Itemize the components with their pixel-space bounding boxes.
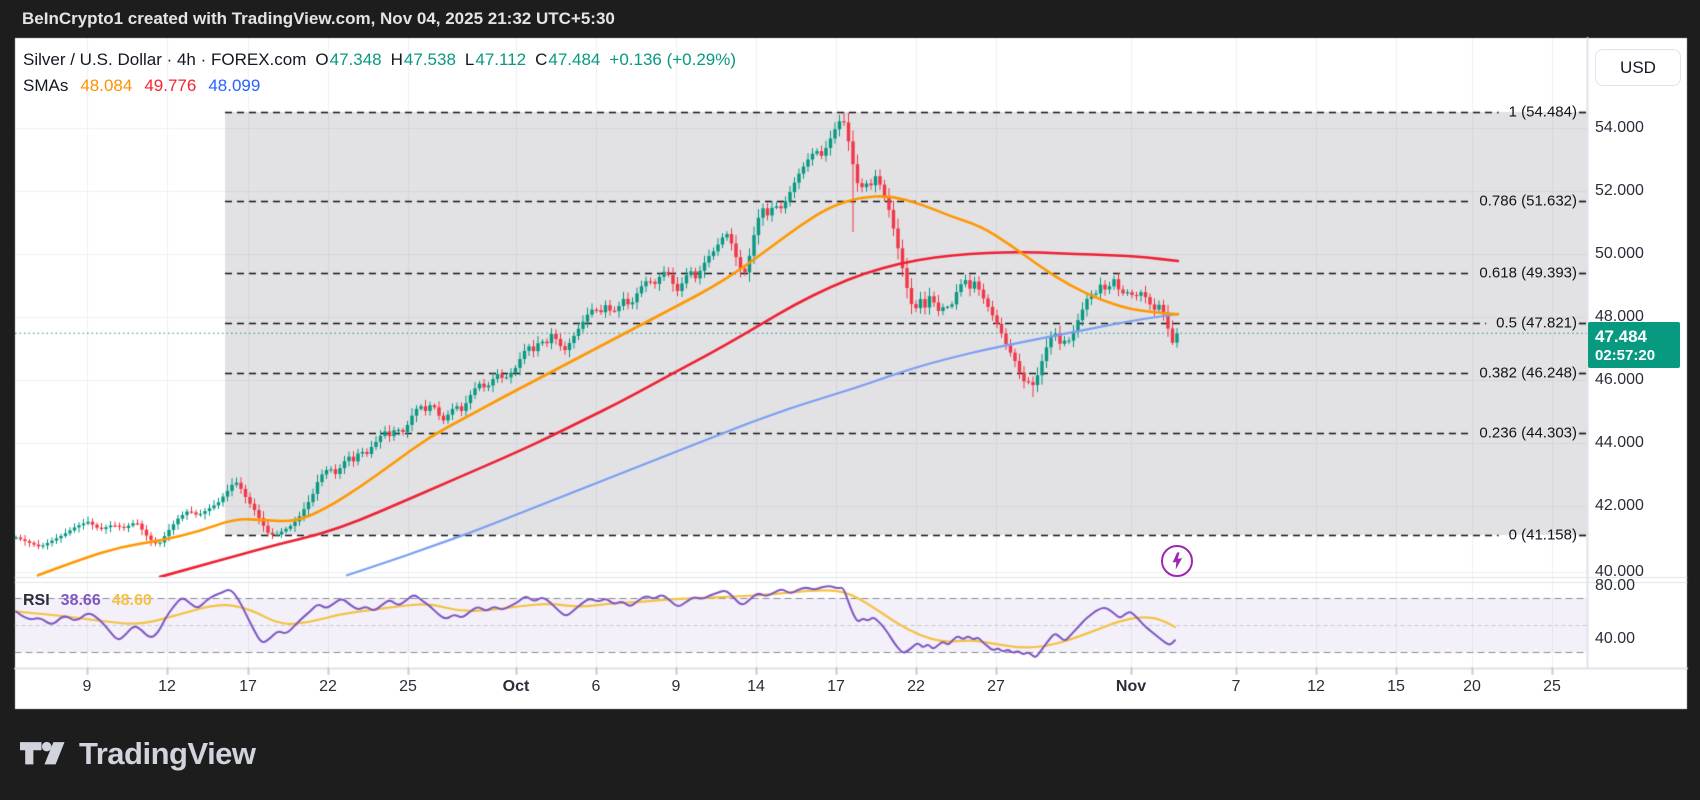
- fib-level-label: 0.786 (51.632): [1479, 192, 1577, 210]
- open-value: O 47.348: [315, 50, 382, 69]
- fib-level-label: 0.618 (49.393): [1479, 264, 1577, 282]
- low-value: L 47.112: [464, 50, 527, 69]
- symbol-title: Silver / U.S. Dollar · 4h · FOREX.com: [23, 50, 307, 69]
- fib-level-label: 1 (54.484): [1508, 103, 1577, 121]
- sma-slow-value: 48.099: [208, 76, 261, 95]
- price-axis-label: 50.000: [1595, 245, 1644, 262]
- time-axis-label: 17: [239, 678, 257, 695]
- price-axis-label: 48.000: [1595, 308, 1644, 325]
- time-axis-label: 27: [987, 678, 1005, 695]
- time-axis-label: 25: [1543, 678, 1561, 695]
- price-axis-label: 46.000: [1595, 371, 1644, 388]
- price-axis-label: 42.000: [1595, 497, 1644, 514]
- sma-mid-value: 49.776: [144, 76, 197, 95]
- time-axis-label: 12: [158, 678, 176, 695]
- time-axis-label: 7: [1231, 678, 1241, 695]
- sma-legend[interactable]: SMAs 48.084 49.776 48.099: [23, 76, 260, 96]
- time-axis-label: 22: [319, 678, 337, 695]
- boost-button[interactable]: [1161, 545, 1193, 577]
- time-axis-label: 15: [1387, 678, 1405, 695]
- tradingview-logo-text: TradingView: [79, 736, 256, 771]
- rsi-value: 38.66: [60, 592, 101, 609]
- rsi-legend[interactable]: RSI 38.66 48.60: [23, 592, 152, 610]
- time-axis-label: Nov: [1115, 678, 1147, 695]
- fib-level-label: 0.5 (47.821): [1496, 314, 1577, 332]
- change-value: +0.136 (+0.29%): [609, 50, 737, 69]
- time-axis-label: 9: [82, 678, 92, 695]
- time-axis-label: 14: [747, 678, 765, 695]
- tradingview-logo-icon: [20, 741, 65, 765]
- rsi-axis-label: 40.00: [1595, 630, 1636, 647]
- price-axis-label: 40.000: [1595, 563, 1644, 580]
- rsi-label: RSI: [23, 592, 50, 609]
- rsi-ma-value: 48.60: [111, 592, 152, 609]
- fib-level-label: 0 (41.158): [1508, 526, 1577, 544]
- time-axis-label: 20: [1463, 678, 1481, 695]
- candle-countdown: 02:57:20: [1595, 346, 1656, 364]
- close-value: C 47.484: [535, 50, 601, 69]
- fib-level-label: 0.236 (44.303): [1479, 424, 1577, 442]
- time-axis-label: 17: [827, 678, 845, 695]
- currency-unit-button[interactable]: USD: [1595, 49, 1681, 86]
- price-axis-label: 54.000: [1595, 119, 1644, 136]
- time-axis-label: 6: [591, 678, 601, 695]
- high-value: H 47.538: [390, 50, 456, 69]
- sma-label: SMAs: [23, 76, 69, 95]
- price-axis-label: 44.000: [1595, 434, 1644, 451]
- rsi-axis-label: 80.00: [1595, 577, 1636, 594]
- watermark-bar: BeInCrypto1 created with TradingView.com…: [0, 0, 1700, 38]
- time-axis-label: 12: [1307, 678, 1325, 695]
- time-axis-label: 9: [671, 678, 681, 695]
- current-price: 47.484: [1595, 326, 1647, 346]
- sma-fast-value: 48.084: [80, 76, 133, 95]
- current-price-badge: 47.484 02:57:20: [1588, 322, 1680, 368]
- fib-level-label: 0.382 (46.248): [1479, 364, 1577, 382]
- price-axis-label: 52.000: [1595, 182, 1644, 199]
- time-axis-label: Oct: [502, 678, 530, 695]
- watermark-text: BeInCrypto1 created with TradingView.com…: [22, 9, 615, 28]
- lightning-icon: [1172, 552, 1183, 570]
- tradingview-logo[interactable]: TradingView: [20, 736, 256, 772]
- time-axis-label: 22: [907, 678, 925, 695]
- time-axis-label: 25: [399, 678, 417, 695]
